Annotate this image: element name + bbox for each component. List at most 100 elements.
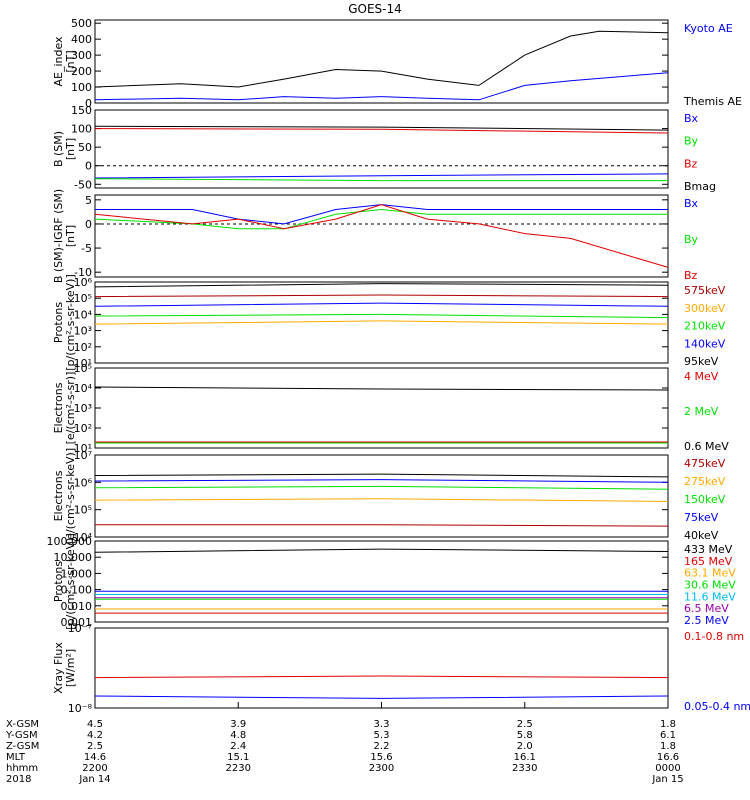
panel-xray: 10⁻⁸ 10⁻⁷ 0.1-0.8 nm 0.05-0.4 nm Xray Flux[W… [52,622,750,715]
x-tick-label: 4.8 [230,730,246,741]
y-axis-label: Protons[p/(cm²-s-sr-keV)] [52,533,77,630]
x-tick-label: 3.9 [230,719,246,730]
y-tick-label: 10¹ [74,442,92,455]
y-tick-label: -5 [81,242,92,255]
x-tick-label: 15.1 [227,752,249,763]
x-tick-label: 2.5 [87,741,103,752]
x-row-label: Z-GSM [6,741,39,752]
x-row-label: hhmm [6,763,38,774]
series-line [94,386,669,391]
x-tick-label: 2.5 [517,719,533,730]
series-line [94,313,669,319]
x-tick-label: 2330 [512,763,537,774]
legend-entry: 300keV [684,302,726,315]
legend-entry: Themis AE [683,95,742,108]
y-tick-label: 10⁵ [74,504,92,517]
legend-entry: 140keV [684,337,726,350]
y-axis-label: Xray Flux[W/m²] [52,642,77,694]
y-axis-label: Protons[p/(cm²-s-sr-keV)] [52,274,77,371]
legend-entry: 11.6 MeV [684,590,736,603]
legend-entry: 0.6 MeV [684,440,729,453]
series-line [94,548,669,553]
y-tick-label: 10.000 [54,551,93,564]
panel-ae: 0 100 200 300 400 500 Kyoto AE Themis AE AE_inde… [52,17,742,110]
y-tick-label: 10⁻⁷ [68,622,92,635]
x-tick-label: 16.1 [514,752,536,763]
legend-entry: 475keV [684,457,726,470]
x-tick-label: 4.5 [87,719,103,730]
y-tick-label: 400 [71,33,92,46]
panel-frame [94,194,669,278]
legend-entry: 150keV [684,493,726,506]
series-line [94,485,669,490]
series-line [94,30,669,88]
y-tick-label: 10¹ [74,357,92,370]
x-tick-label: Jan 15 [651,774,683,785]
series-line [94,173,669,179]
legend-entry: 210keV [684,320,726,333]
series-line [94,294,669,298]
y-tick-label: 10⁶ [74,276,93,289]
series-line [94,320,669,325]
legend-entry: 2.5 MeV [684,614,729,627]
series-line [94,204,669,268]
panel-protons1: 10¹ 10² 10³ 10⁴ 10⁵ 10⁶ 575keV 300keV 210keV 140k… [52,274,726,371]
x-tick-label: 2.2 [374,741,390,752]
y-tick-label: 5 [85,194,92,207]
y-tick-label: 10⁴ [74,308,93,321]
legend-entry: 63.1 MeV [684,567,736,580]
y-tick-label: 10⁴ [74,382,93,395]
series-line [94,302,669,307]
legend-entry: Bz [684,157,698,170]
legend-entry: 30.6 MeV [684,579,736,592]
x-tick-label: 0000 [655,763,680,774]
x-tick-label: 14.6 [84,752,106,763]
y-tick-label: -10 [74,266,92,279]
x-row-label: MLT [6,752,26,763]
x-tick-label: 5.3 [374,730,390,741]
series-line [94,125,669,131]
y-tick-label: 10⁶ [74,476,93,489]
legend-entry: 0.05-0.4 nm [684,700,750,713]
x-tick-label: 5.8 [517,730,533,741]
legend-entry: 75keV [684,511,719,524]
panel-electrons1: 10¹ 10² 10³ 10⁴ 10⁵ 4 MeV 2 MeV 0.6 MeV Electron… [52,362,729,455]
y-tick-label: 300 [71,49,92,62]
x-tick-label: 2.4 [230,741,246,752]
y-tick-label: 500 [71,17,92,30]
x-tick-label: 1.8 [660,719,676,730]
y-tick-label: 50 [78,141,92,154]
panel-frame [94,367,669,449]
series-line [94,473,669,478]
x-tick-label: 2.0 [517,741,533,752]
legend-entry: Bz [684,269,698,282]
legend-entry: 4 MeV [684,370,719,383]
legend-entry: 575keV [684,284,726,297]
legend-entry: By [684,233,699,246]
y-tick-label: 0 [85,97,92,110]
series-line [94,498,669,502]
legend-entry: 2 MeV [684,405,719,418]
time-axis: X-GSMY-GSMZ-GSMMLThhmm20184.54.22.514.62… [5,702,684,785]
legend-entry: 40keV [684,529,719,542]
series-line [94,72,669,101]
legend-entry: Kyoto AE [684,22,733,35]
y-tick-label: 10⁵ [74,362,92,375]
y-tick-label: 10⁻⁸ [68,702,93,715]
series-line [94,283,669,288]
x-tick-label: 4.2 [87,730,103,741]
y-tick-label: 200 [71,65,92,78]
panel-frame [94,540,669,623]
y-tick-label: 10⁷ [74,449,92,462]
x-tick-label: 15.6 [370,752,392,763]
y-axis-label: Electrons[e/(cm²-s-sr-keV)] [52,448,77,544]
panel-frame [94,454,669,538]
series-line [94,675,669,679]
legend-entry: Bx [684,112,699,125]
y-tick-label: 100 [71,123,92,136]
legend-entry: 6.5 MeV [684,602,729,615]
y-tick-label: 0.100 [61,584,93,597]
series-line [94,178,668,182]
y-tick-label: 10³ [74,402,92,415]
